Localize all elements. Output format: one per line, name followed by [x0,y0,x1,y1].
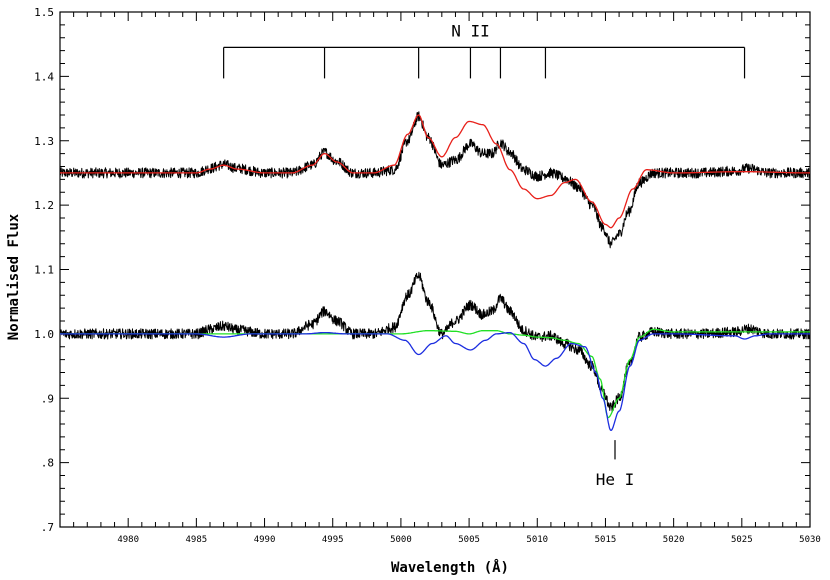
y-tick-label: 1.3 [34,135,54,148]
series-line-1 [59,111,811,249]
series-line-5 [60,331,810,432]
series-line-3 [59,271,811,412]
axes-layer: 4980 4985 4990 4995 5000 5005 5010 5015 5020 5025… [34,6,821,545]
x-axis-title: Wavelength (Å) [391,559,509,576]
nii-label: N II [451,21,490,40]
y-tick-label: 1.2 [34,199,54,212]
x-tick-label: 4985 [186,535,208,545]
x-tick-label: 5025 [731,535,753,545]
x-tick-label: 4990 [254,535,276,545]
y-tick-label: 1.4 [34,70,54,83]
x-tick-label: 5000 [390,535,412,545]
series-line-2 [60,114,810,229]
y-tick-label: 1.5 [34,6,54,19]
x-tick-label: 5030 [799,535,821,545]
y-tick-label: .7 [41,521,54,534]
y-tick-label: .8 [41,457,54,470]
x-tick-label: 5005 [458,535,480,545]
hei-label: He I [596,470,635,489]
x-tick-label: 5020 [663,535,685,545]
x-tick-label: 5015 [595,535,617,545]
y-tick-label: 1.1 [34,264,54,277]
series-layer [59,111,811,432]
y-tick-label: 1.0 [34,328,54,341]
y-tick-label: .9 [41,392,54,405]
plot-frame [59,11,811,528]
y-axis-title: Normalised Flux [6,213,22,340]
x-tick-label: 4995 [322,535,344,545]
x-tick-label: 4980 [117,535,139,545]
x-tick-label: 5010 [526,535,548,545]
annotation-layer: N II He I [223,21,746,489]
